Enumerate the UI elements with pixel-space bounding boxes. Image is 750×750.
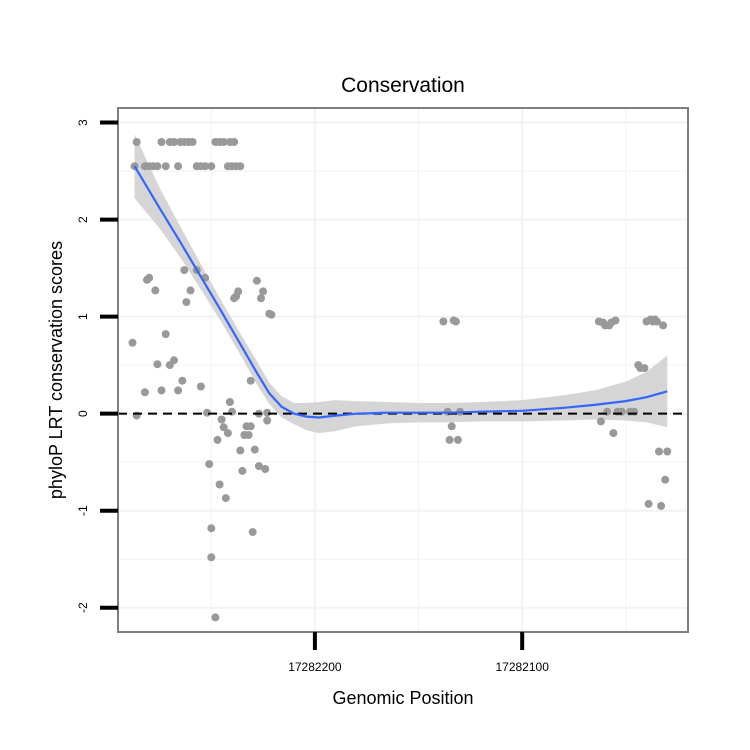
score-point xyxy=(221,494,230,503)
score-point xyxy=(238,466,247,475)
grid-lines xyxy=(118,108,688,632)
score-point xyxy=(157,138,166,146)
x-tick-label: 17282100 xyxy=(495,660,549,674)
score-point xyxy=(447,422,456,431)
confidence-band xyxy=(134,134,668,434)
score-point xyxy=(174,162,183,171)
score-point xyxy=(451,317,460,326)
score-point xyxy=(174,386,183,395)
score-point xyxy=(244,431,253,439)
panel-border xyxy=(117,107,689,633)
score-point xyxy=(170,138,178,146)
y-tick-label: 1 xyxy=(76,313,90,320)
score-point xyxy=(178,376,187,385)
score-point xyxy=(659,321,668,330)
score-point xyxy=(203,408,212,417)
score-point xyxy=(655,447,663,456)
score-point xyxy=(652,317,661,326)
score-point xyxy=(236,162,245,171)
score-point xyxy=(453,435,462,444)
score-point xyxy=(188,138,197,146)
score-point xyxy=(236,446,245,455)
score-point xyxy=(219,138,228,146)
score-point xyxy=(132,138,141,146)
x-tick-label: 17282200 xyxy=(288,660,342,674)
score-point xyxy=(596,417,605,426)
x-axis-label: Genomic Position xyxy=(332,688,473,708)
score-point xyxy=(644,499,653,508)
score-point xyxy=(657,501,666,510)
score-point xyxy=(145,273,154,282)
score-point xyxy=(225,398,234,406)
score-point xyxy=(609,429,618,438)
score-point xyxy=(170,356,178,365)
score-point xyxy=(234,287,243,296)
score-point xyxy=(161,330,170,339)
y-tick-label: 2 xyxy=(76,216,90,223)
y-tick-label: 3 xyxy=(76,119,90,126)
score-point xyxy=(161,162,170,171)
y-tick-label: -1 xyxy=(76,505,90,516)
score-point xyxy=(439,317,448,326)
score-point xyxy=(661,475,670,484)
y-tick-label: -2 xyxy=(76,602,90,613)
score-point xyxy=(219,423,228,432)
score-point xyxy=(663,447,672,456)
score-point xyxy=(640,364,649,373)
score-point xyxy=(445,435,454,444)
smooth-line-layer xyxy=(133,165,668,419)
score-points-layer xyxy=(128,138,672,622)
score-point xyxy=(180,266,189,275)
y-tick-label: 0 xyxy=(76,410,90,417)
score-point xyxy=(611,316,620,325)
score-point xyxy=(207,553,216,562)
score-point xyxy=(153,360,162,369)
y-axis-ticks: 3 2 1 0 -1 -2 xyxy=(76,119,118,613)
score-point xyxy=(182,298,191,307)
score-point xyxy=(207,524,216,533)
score-point xyxy=(128,338,137,347)
score-point xyxy=(186,286,195,295)
score-point xyxy=(257,294,265,303)
score-point xyxy=(267,310,276,319)
score-point xyxy=(252,276,261,285)
confidence-band-layer xyxy=(134,134,668,434)
score-point xyxy=(230,138,239,146)
score-point xyxy=(223,429,232,438)
x-axis-ticks: 17282200 17282100 xyxy=(288,632,549,674)
score-point xyxy=(151,286,160,295)
score-point xyxy=(215,480,224,489)
chart-title: Conservation xyxy=(341,74,465,97)
score-point xyxy=(254,462,263,471)
score-point xyxy=(246,422,255,431)
score-point xyxy=(213,435,222,444)
loess-smooth-line xyxy=(133,165,668,419)
score-point xyxy=(263,408,272,417)
score-point xyxy=(153,162,162,171)
score-point xyxy=(211,613,220,622)
score-point xyxy=(140,388,149,397)
score-point xyxy=(246,376,255,385)
score-point xyxy=(196,382,205,391)
score-point xyxy=(248,528,257,537)
score-point xyxy=(201,162,210,171)
score-point xyxy=(207,162,216,171)
score-point xyxy=(261,465,270,473)
y-axis-label: phyloP LRT conservation scores xyxy=(46,241,66,499)
score-point xyxy=(250,445,259,454)
score-point xyxy=(259,287,268,296)
score-point xyxy=(205,460,214,469)
score-point xyxy=(157,386,166,395)
score-point xyxy=(263,416,272,425)
score-point xyxy=(217,415,226,424)
